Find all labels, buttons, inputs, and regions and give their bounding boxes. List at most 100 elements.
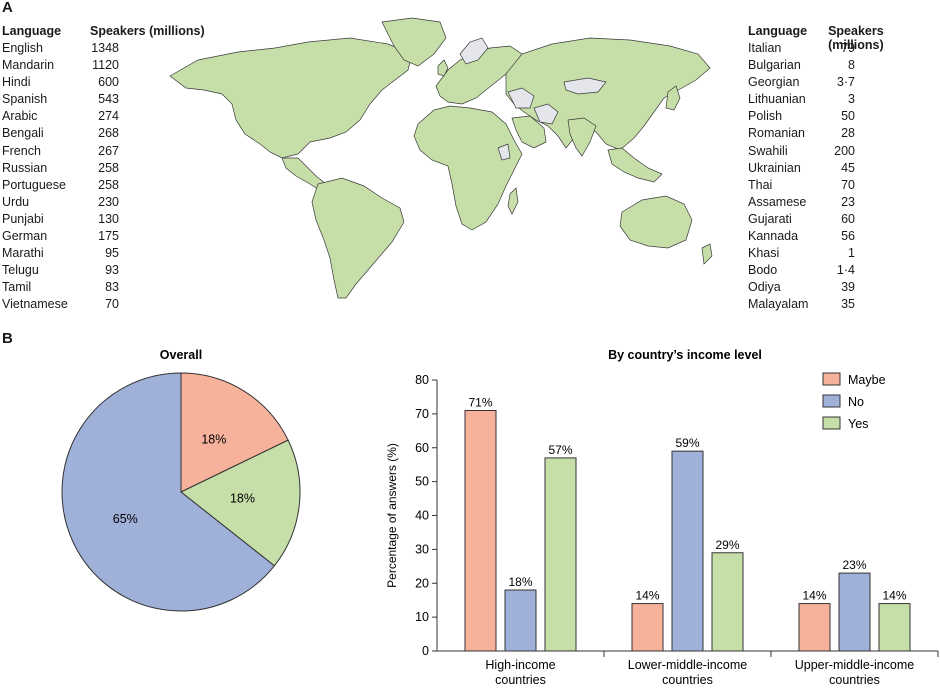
uk	[437, 59, 449, 77]
language-table-left: Language Speakers (millions) English 1348…	[2, 24, 205, 315]
language-row: Russian 258	[2, 161, 205, 178]
speakers-value: 50	[841, 109, 855, 124]
panel-b-label: B	[2, 330, 13, 347]
speakers-value: 39	[841, 280, 855, 295]
speakers-header: Speakers (millions)	[90, 24, 205, 38]
language-row: English 1348	[2, 41, 205, 58]
legend: Maybe No Yes	[822, 372, 886, 431]
bar-value-label: 71%	[468, 395, 492, 409]
language-row: Punjabi 130	[2, 212, 205, 229]
bar-value-label: 14%	[635, 589, 659, 603]
language-name: Assamese	[748, 194, 807, 209]
speakers-value: 60	[841, 211, 855, 226]
speakers-value: 3	[848, 92, 855, 107]
language-name: Tamil	[2, 280, 32, 295]
pie-chart-overall: Overall 18% 18% 65%	[61, 348, 301, 612]
y-axis-label: Percentage of answers (%)	[385, 443, 399, 588]
speakers-value: 258	[98, 177, 119, 192]
new-zealand	[701, 243, 713, 265]
horn-of-africa	[497, 143, 511, 161]
y-tick-label: 50	[415, 475, 429, 489]
y-tick-label: 0	[422, 644, 429, 658]
pie-label-yes: 18%	[230, 492, 255, 506]
category-label: countries	[829, 673, 880, 687]
greenland	[381, 17, 447, 67]
language-name: Telugu	[2, 263, 39, 278]
legend-label: No	[848, 395, 864, 409]
language-name: Russian	[2, 160, 48, 175]
speakers-value: 267	[98, 143, 119, 158]
language-name: German	[2, 229, 48, 244]
iran	[533, 103, 559, 125]
y-tick-label: 30	[415, 542, 429, 556]
language-row: Polish 50	[748, 109, 940, 126]
map-not-covered	[459, 37, 607, 161]
y-tick-label: 80	[415, 373, 429, 387]
language-name: Thai	[748, 177, 773, 192]
language-row: Portuguese 258	[2, 178, 205, 195]
map-land	[169, 17, 713, 299]
world-map	[169, 17, 713, 299]
mongolia	[563, 77, 607, 95]
language-row: Ukrainian 45	[748, 161, 940, 178]
speakers-value: 70	[105, 297, 119, 312]
bar-chart-by-income: By country’s income level 0 10 20 30 40 50 60 70…	[385, 348, 939, 687]
language-row: Vietnamese 70	[2, 297, 205, 314]
language-name: Malayalam	[748, 297, 809, 312]
language-name: Swahili	[748, 143, 788, 158]
speakers-value: 1120	[92, 58, 119, 73]
table-body: Italian 79 Bulgarian 8 Georgian 3·7 Lithuanian…	[748, 41, 940, 315]
legend-label: Yes	[848, 417, 868, 431]
language-name: Italian	[748, 41, 782, 55]
language-row: Romanian 28	[748, 126, 940, 143]
japan	[665, 85, 681, 111]
bar-value-label: 18%	[508, 575, 532, 589]
y-tick-label: 60	[415, 441, 429, 455]
y-tick-label: 40	[415, 509, 429, 523]
language-table-right: Language Speakers (millions) Italian 79 Bu…	[748, 24, 940, 315]
australia	[619, 195, 693, 249]
speakers-value: 28	[841, 126, 855, 141]
speakers-value: 130	[98, 211, 119, 226]
language-name: Arabic	[2, 109, 38, 124]
y-tick-label: 70	[415, 407, 429, 421]
language-name: Mandarin	[2, 58, 55, 73]
bar-maybe	[464, 409, 497, 652]
language-name: Georgian	[748, 75, 800, 90]
bar-yes	[711, 552, 744, 652]
bar-maybe	[631, 603, 664, 652]
legend-swatch-yes	[822, 416, 841, 430]
southeast-asia	[607, 147, 663, 183]
bar-chart-title: By country’s income level	[608, 348, 762, 362]
language-name: Spanish	[2, 92, 48, 107]
speakers-value: 543	[98, 92, 119, 107]
india	[567, 117, 597, 157]
language-name: Vietnamese	[2, 297, 68, 312]
speakers-value: 45	[841, 160, 855, 175]
speakers-value: 70	[841, 177, 855, 192]
language-row: Thai 70	[748, 178, 940, 195]
pie-slice-yes	[180, 439, 301, 567]
bar-no	[838, 572, 871, 652]
language-row: Bodo 1·4	[748, 263, 940, 280]
language-name: Ukrainian	[748, 160, 801, 175]
pie-label-no: 65%	[113, 512, 138, 526]
speakers-value: 56	[841, 229, 855, 244]
language-name: Romanian	[748, 126, 805, 141]
speakers-value: 8	[848, 58, 855, 73]
speakers-value: 79	[841, 41, 855, 55]
language-name: Odiya	[748, 280, 781, 295]
language-name: French	[2, 143, 41, 158]
speakers-value: 1	[848, 246, 855, 261]
bar-yes	[878, 603, 911, 652]
language-name: English	[2, 41, 43, 55]
language-row: Arabic 274	[2, 109, 205, 126]
language-name: Polish	[748, 109, 783, 124]
pie-label-maybe: 18%	[201, 433, 226, 447]
language-row: Malayalam 35	[748, 297, 940, 314]
speakers-value: 23	[841, 194, 855, 209]
language-row: Odiya 39	[748, 280, 940, 297]
speakers-value: 3·7	[836, 75, 855, 90]
central-asia	[507, 87, 535, 109]
bar-no	[671, 450, 704, 652]
